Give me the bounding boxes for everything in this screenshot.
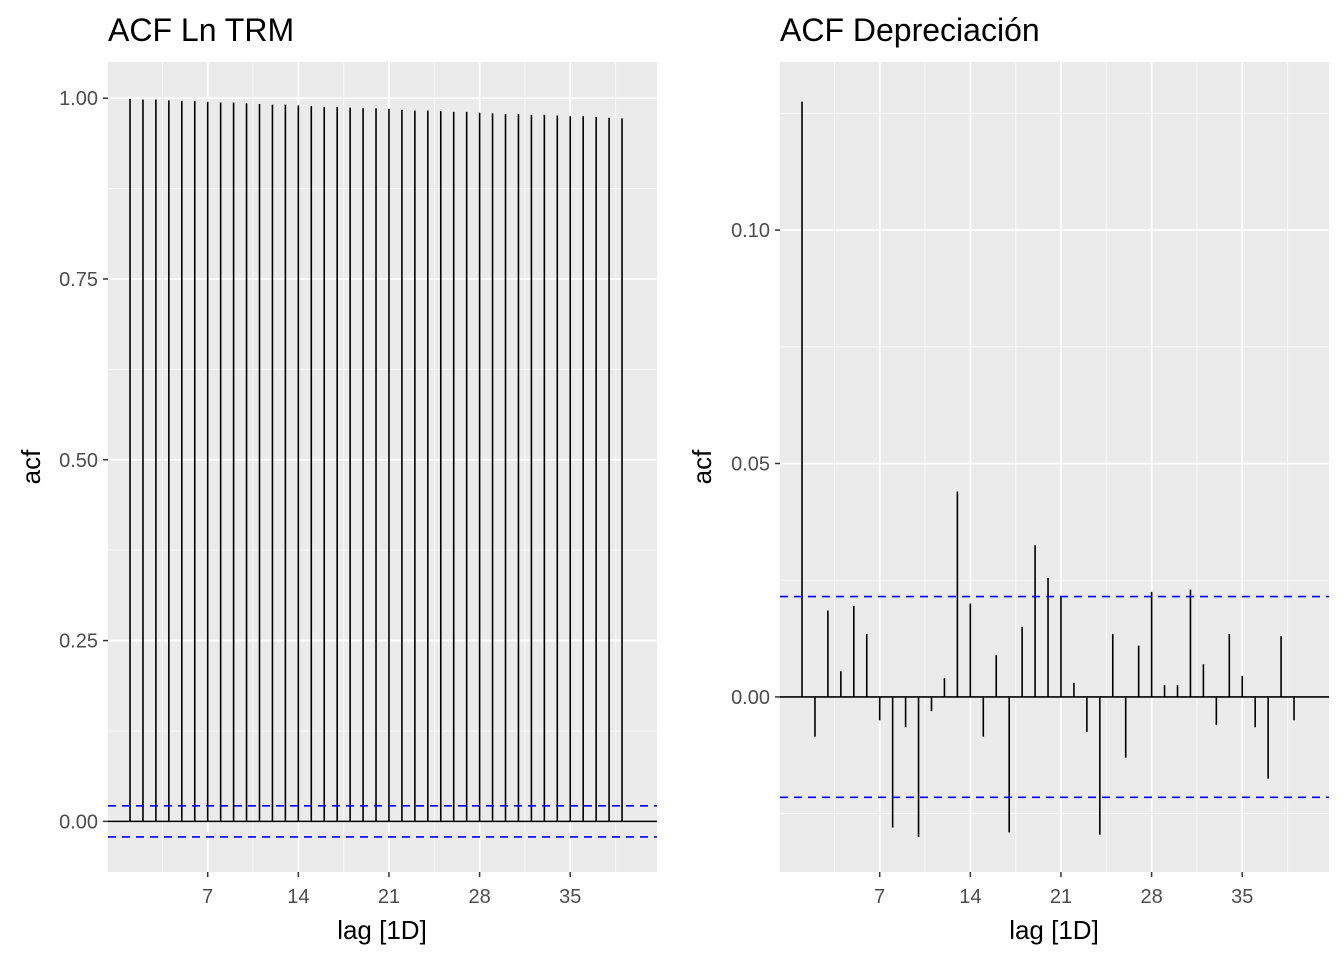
y-tick-label: 0.75: [59, 269, 98, 291]
acf-bars: [108, 98, 657, 838]
x-tick-label: 28: [468, 886, 490, 908]
x-tick-label: 14: [287, 886, 309, 908]
y-tick-label: 0.25: [59, 631, 98, 653]
panel-title: ACF Ln TRM: [108, 12, 294, 48]
y-axis-title: acf: [16, 449, 46, 484]
y-axis-ticks: 0.00 0.05 0.10: [731, 220, 780, 709]
panel-background: [108, 62, 657, 872]
y-tick-label: 0.50: [59, 450, 98, 472]
y-tick-label: 0.10: [731, 220, 770, 242]
x-axis-title: lag [1D]: [337, 915, 427, 945]
y-tick-label: 0.00: [59, 811, 98, 833]
y-tick-label: 0.00: [731, 687, 770, 709]
panel-title: ACF Depreciación: [780, 12, 1040, 48]
x-tick-label: 7: [874, 886, 885, 908]
x-tick-label: 28: [1140, 886, 1162, 908]
x-axis-ticks: 7 14 21 28 35: [202, 872, 581, 908]
x-tick-label: 35: [559, 886, 581, 908]
x-tick-label: 21: [1050, 886, 1072, 908]
y-tick-label: 1.00: [59, 88, 98, 110]
x-tick-label: 35: [1231, 886, 1253, 908]
x-tick-label: 7: [202, 886, 213, 908]
acf-bars: [780, 101, 1329, 837]
gridlines: [780, 62, 1329, 872]
x-tick-label: 14: [959, 886, 981, 908]
panel-depreciacion: ACF Depreciación 0.000.050.10 7 14 21 28 35 …: [687, 12, 1329, 945]
y-axis-ticks: 0.00 0.25 0.50 0.75 1.00: [59, 88, 108, 833]
x-axis-title: lag [1D]: [1009, 915, 1099, 945]
panel-background: [780, 62, 1329, 872]
panel-ln-trm: ACF Ln TRM 0.00 0.25 0.50 0.75 1.00 7 14 21 28 3…: [16, 12, 657, 945]
y-tick-label: 0.05: [731, 453, 770, 475]
x-axis-ticks: 7 14 21 28 35: [874, 872, 1253, 908]
x-tick-label: 21: [378, 886, 400, 908]
y-axis-title: acf: [687, 449, 717, 484]
